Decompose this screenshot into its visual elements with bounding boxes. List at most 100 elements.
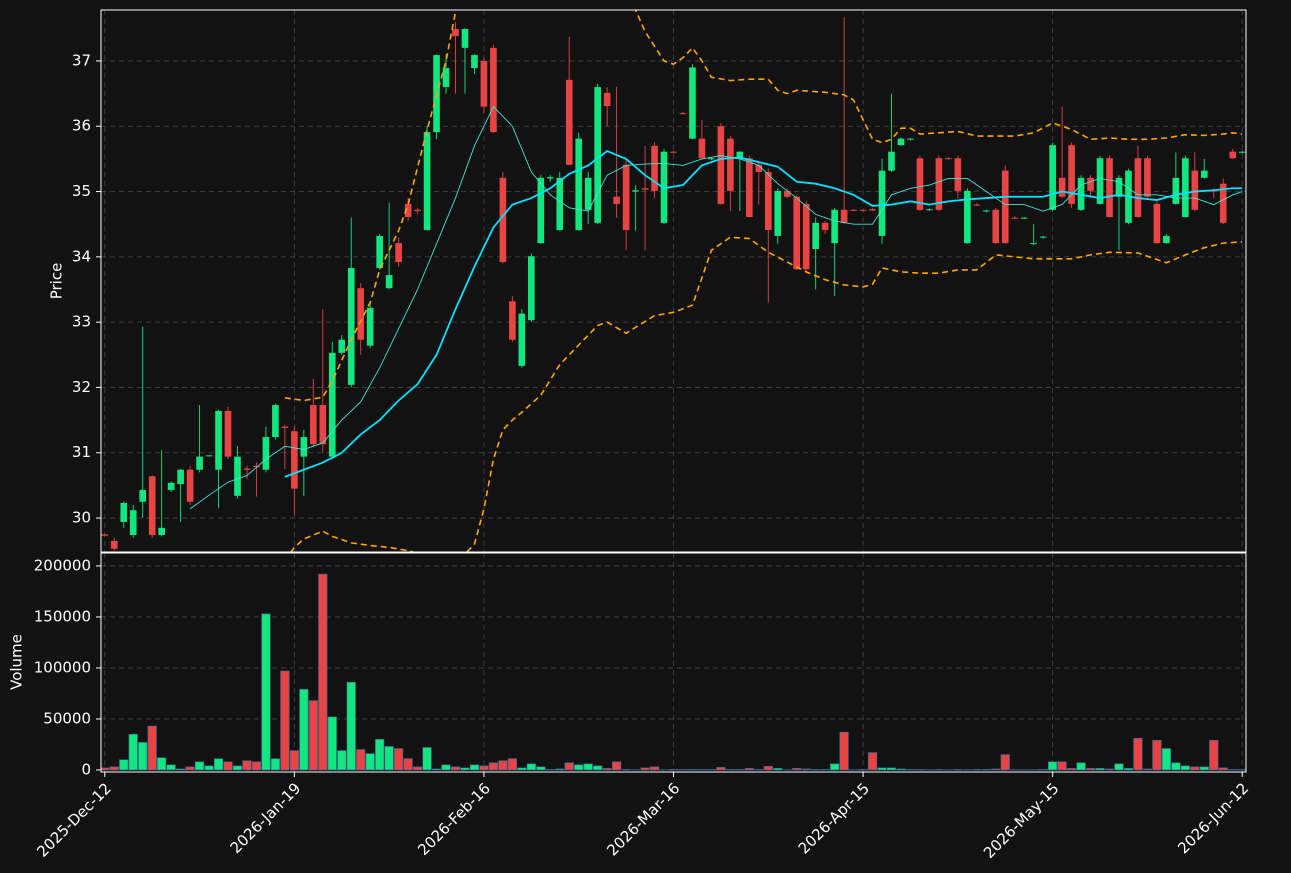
volume-bar [1142, 768, 1152, 771]
volume-bar [1114, 763, 1124, 771]
candle-body [366, 307, 374, 346]
candle-body [907, 138, 914, 140]
candle-body [641, 188, 649, 190]
candle-body [518, 313, 526, 366]
candle-body [139, 489, 147, 502]
volume-bar [346, 681, 356, 771]
volume-bar [261, 613, 271, 771]
candle-body [1030, 243, 1037, 245]
volume-bar [801, 768, 811, 771]
volume-bar [1038, 769, 1048, 771]
candle-body [1238, 151, 1246, 153]
candle-body [442, 68, 450, 88]
candle-body [1096, 158, 1104, 204]
volume-bar [839, 731, 849, 771]
candle-body [1172, 177, 1180, 204]
volume-bar [792, 768, 802, 771]
candle-body [850, 209, 857, 211]
candle-body [1134, 158, 1142, 218]
volume-bar [460, 767, 470, 771]
candle-body [300, 437, 308, 457]
y-tick-label: 32 [72, 378, 91, 396]
volume-frame [100, 552, 1247, 773]
candle-body [622, 164, 630, 231]
candle-body [1049, 145, 1056, 210]
volume-bar [612, 761, 622, 771]
volume-bar [299, 689, 309, 771]
volume-tick-label: 100000 [34, 658, 91, 676]
candle-body [1087, 177, 1094, 191]
candle-body [935, 158, 943, 210]
volume-bar [318, 573, 328, 771]
volume-bar [403, 758, 413, 771]
volume-bar [1161, 748, 1171, 771]
candle-body [897, 138, 905, 146]
candle-body [480, 60, 488, 107]
volume-bar [934, 769, 944, 771]
candle-body [1219, 183, 1227, 223]
volume-bar [830, 763, 840, 771]
candle-body [490, 47, 497, 133]
candle-body [556, 177, 564, 231]
volume-bar [668, 769, 679, 771]
candle-body [1011, 217, 1019, 219]
candle-body [215, 410, 222, 470]
volume-bar [394, 748, 404, 771]
volume-tick-label: 50000 [43, 709, 91, 727]
candle-body [888, 151, 895, 171]
volume-bar [953, 769, 963, 771]
candle-body [613, 196, 620, 204]
volume-bar [308, 700, 318, 771]
candle-body [831, 209, 838, 244]
candle-body [689, 67, 696, 139]
volume-bar [1067, 768, 1077, 771]
volume-bar [166, 764, 176, 771]
volume-bar [356, 749, 366, 771]
y-tick-label: 33 [72, 313, 91, 331]
volume-bar [905, 769, 916, 771]
y-axis-label: Price [48, 263, 66, 300]
candle-body [1020, 217, 1028, 219]
candle-body [110, 540, 118, 549]
volume-bar [441, 764, 451, 771]
price-layer [101, 10, 1246, 552]
volume-bar [375, 739, 385, 771]
volume-bar [507, 758, 517, 771]
candle-body [717, 126, 725, 204]
volume-bar [213, 758, 224, 771]
volume-bar [384, 746, 394, 771]
volume-bar [564, 762, 574, 771]
volume-bar [545, 769, 555, 771]
candle-body [347, 267, 355, 385]
volume-bar [479, 765, 489, 771]
candle-body [291, 431, 298, 489]
volume-bar [517, 767, 527, 771]
volume-bar [706, 769, 716, 771]
candle-body [708, 158, 715, 160]
candle-body [1200, 170, 1208, 178]
volume-bar [289, 750, 299, 771]
candle-body [869, 209, 876, 211]
candle-body [461, 28, 469, 48]
volume-bar [583, 763, 593, 771]
candle-body [698, 138, 706, 159]
volume-bar [526, 763, 536, 771]
volume-tick-label: 150000 [34, 607, 91, 625]
candle-body [793, 196, 801, 270]
volume-bar [147, 725, 157, 771]
volume-bar [981, 769, 991, 771]
y-tick-label: 35 [72, 182, 91, 200]
volume-bar [972, 769, 982, 771]
candle-body [821, 222, 829, 231]
candle-body [736, 151, 744, 159]
overlay-line [284, 10, 1243, 402]
volume-bar [915, 769, 925, 771]
candle-body [584, 177, 592, 210]
candle-body [376, 235, 383, 268]
volume-bar [886, 767, 897, 771]
volume-bar [754, 769, 764, 771]
candle-body [120, 503, 128, 522]
volume-bar [1057, 761, 1067, 771]
candle-body [651, 145, 658, 191]
